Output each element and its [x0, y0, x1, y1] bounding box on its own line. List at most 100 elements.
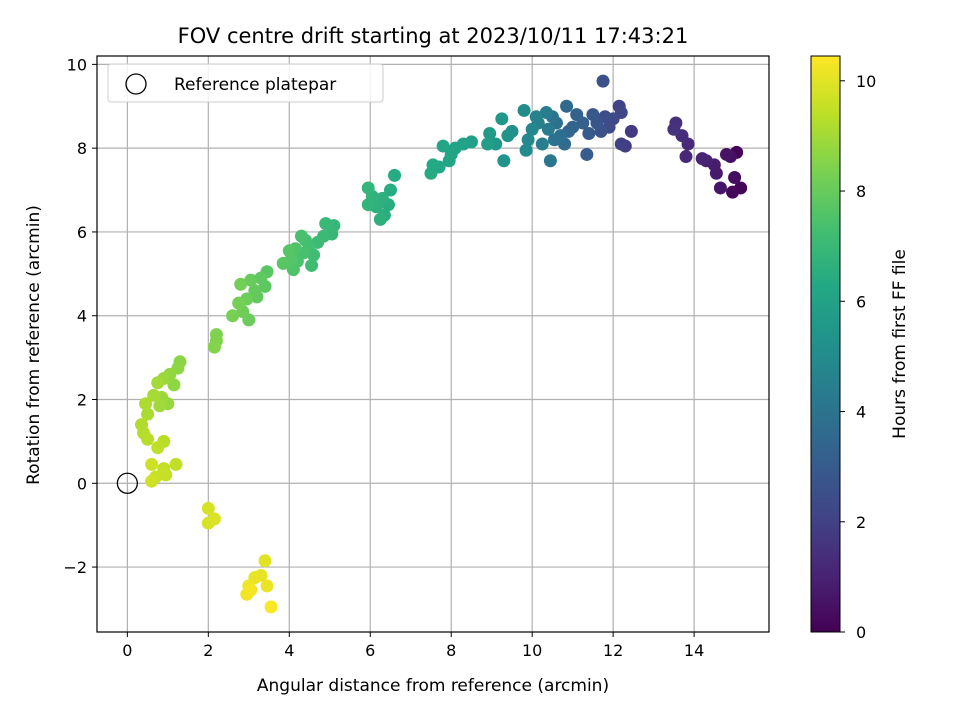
scatter-point [667, 122, 681, 136]
legend-reference-label: Reference platepar [174, 75, 336, 95]
scatter-point [207, 340, 221, 354]
scatter-point [529, 110, 543, 124]
x-tick-label: 10 [522, 641, 542, 660]
scatter-point [147, 388, 161, 402]
scatter-point [260, 579, 274, 593]
scatter-point [596, 74, 610, 88]
scatter-point [232, 296, 246, 310]
x-tick-label: 14 [684, 641, 704, 660]
x-axis-label: Angular distance from reference (arcmin) [257, 676, 609, 696]
scatter-point [424, 166, 438, 180]
scatter-point [560, 99, 574, 113]
scatter-point [543, 154, 557, 168]
colorbar-tick-label: 0 [856, 623, 866, 642]
y-tick-label: 6 [77, 223, 87, 242]
y-tick-label: 2 [77, 391, 87, 410]
scatter-point [169, 457, 183, 471]
scatter-point [153, 399, 167, 413]
x-axis-ticks: 0 2 4 6 8 10 12 14 [122, 632, 704, 660]
scatter-point [519, 143, 533, 157]
scatter-point [383, 183, 397, 197]
scatter-point [436, 139, 450, 153]
scatter-point [294, 229, 308, 243]
scatter-point [167, 378, 181, 392]
scatter-point [234, 277, 248, 291]
scatter-point [145, 457, 159, 471]
scatter-point [679, 150, 693, 164]
scatter-point [141, 432, 155, 446]
scatter-point [713, 181, 727, 195]
colorbar-tick-label: 6 [856, 292, 866, 311]
reference-marker-layer [116, 472, 139, 494]
scatter-point [264, 600, 278, 614]
legend: Reference platepar [107, 63, 384, 103]
y-tick-label: 0 [77, 474, 87, 493]
scatter-point [361, 181, 375, 195]
scatter-point [201, 501, 215, 515]
y-axis-label: Rotation from reference (arcmin) [24, 205, 44, 485]
scatter-point [139, 397, 153, 411]
x-tick-label: 6 [365, 641, 375, 660]
grid-lines [97, 56, 769, 632]
scatter-point [258, 554, 272, 568]
scatter-point [539, 106, 553, 120]
scatter-point [305, 258, 319, 272]
scatter-point [541, 122, 555, 136]
scatter-point [145, 474, 159, 488]
colorbar-tick-label: 8 [856, 182, 866, 201]
x-tick-label: 8 [446, 641, 456, 660]
scatter-points [135, 74, 748, 614]
scatter-point [319, 217, 333, 231]
scatter-point [580, 147, 594, 161]
scatter-point [141, 407, 155, 421]
scatter-point [151, 376, 165, 390]
scatter-point [244, 273, 258, 287]
scatter-point [614, 137, 628, 151]
legend-reference-marker [125, 73, 147, 95]
scatter-point [254, 271, 268, 285]
scatter-point [495, 112, 509, 126]
reference-platepar-marker [116, 472, 139, 494]
scatter-point [244, 583, 258, 597]
scatter-point [695, 152, 709, 166]
colorbar-tick-label: 10 [856, 72, 876, 91]
scatter-point [286, 263, 300, 277]
scatter-point [535, 137, 549, 151]
x-tick-label: 4 [284, 641, 294, 660]
y-tick-label: −2 [63, 558, 87, 577]
scatter-point [481, 137, 495, 151]
colorbar-gradient [810, 55, 841, 633]
scatter-point [497, 154, 511, 168]
colorbar: 0 2 4 6 8 10 Hours from first FF file [810, 55, 910, 642]
legend-box [107, 63, 384, 103]
scatter-point [521, 133, 535, 147]
x-tick-label: 2 [203, 641, 213, 660]
scatter-point [248, 284, 262, 298]
y-tick-label: 8 [77, 139, 87, 158]
scatter-point [586, 108, 600, 122]
scatter-point [501, 129, 515, 143]
colorbar-label: Hours from first FF file [890, 249, 910, 439]
scatter-point [728, 170, 742, 184]
scatter-point [151, 441, 165, 455]
y-tick-label: 4 [77, 307, 87, 326]
x-tick-label: 0 [122, 641, 132, 660]
scatter-point [719, 147, 733, 161]
scatter-point [159, 468, 173, 482]
scatter-point [582, 126, 596, 140]
scatter-point [282, 244, 296, 258]
scatter-point [388, 168, 402, 182]
scatter-point [373, 212, 387, 226]
x-tick-label: 12 [603, 641, 623, 660]
colorbar-tick-label: 4 [856, 403, 866, 422]
scatter-point [570, 108, 584, 122]
scatter-point [226, 309, 240, 323]
scatter-point [442, 154, 456, 168]
scatter-point [547, 133, 561, 147]
scatter-point [276, 256, 290, 270]
scatter-point [361, 198, 375, 212]
scatter-point [624, 124, 638, 138]
scatter-point [517, 103, 531, 117]
